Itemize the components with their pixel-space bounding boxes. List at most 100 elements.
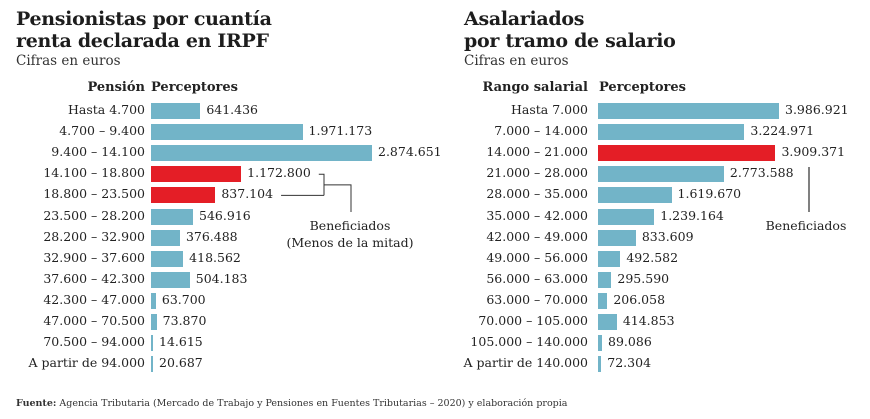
left-category-label: 4.700 – 9.400 <box>59 123 145 139</box>
left-value-label: 73.870 <box>162 313 207 328</box>
right-category-label: A partir de 140.000 <box>463 355 588 371</box>
left-annotation-line-1: Beneficiados <box>309 218 391 233</box>
right-bar <box>598 292 608 309</box>
right-value-label: 1.619.670 <box>677 186 742 202</box>
right-category-label: 35.000 – 42.000 <box>486 207 588 223</box>
left-category-label: 37.600 – 42.300 <box>43 270 145 286</box>
right-category-label: Hasta 7.000 <box>510 102 588 117</box>
right-value-label: 206.058 <box>613 291 666 307</box>
right-value-label: 1.239.164 <box>660 207 724 223</box>
left-category-label: 28.200 – 32.900 <box>43 228 145 244</box>
right-category-label: 7.000 – 14.000 <box>494 123 588 139</box>
left-value-label: 376.488 <box>185 228 238 244</box>
right-category-label: 42.000 – 49.000 <box>486 228 588 244</box>
left-annotation-line-2: (Menos de la mitad) <box>286 235 414 250</box>
left-category-label: 9.400 – 14.100 <box>51 144 145 160</box>
right-annotation-line-1: Beneficiados <box>765 218 847 233</box>
left-category-label: 32.900 – 37.600 <box>43 249 145 265</box>
right-bar <box>598 208 655 225</box>
right-chart-subtitle: Cifras en euros <box>464 53 569 69</box>
right-category-label: 21.000 – 28.000 <box>486 165 588 181</box>
right-annotation: Beneficiados <box>756 217 856 234</box>
right-category-label: 56.000 – 63.000 <box>486 270 588 286</box>
right-value-label: 492.582 <box>626 249 679 265</box>
right-category-label: 14.000 – 21.000 <box>486 144 588 160</box>
right-bar <box>598 187 672 204</box>
right-value-label: 3.986.921 <box>785 102 849 117</box>
right-category-label: 63.000 – 70.000 <box>486 291 588 307</box>
left-bar <box>151 292 156 309</box>
right-value-label: 295.590 <box>617 270 670 286</box>
left-category-label: 42.300 – 47.000 <box>43 291 145 307</box>
right-bar <box>598 124 745 141</box>
left-category-label: Hasta 4.700 <box>67 102 145 117</box>
right-bar <box>598 271 612 288</box>
left-value-label: 20.687 <box>159 355 203 371</box>
right-bar <box>598 335 603 352</box>
right-value-label: 3.224.971 <box>750 123 815 139</box>
left-title-line-2: renta declarada en IRPF <box>16 30 269 52</box>
left-bar <box>151 124 303 141</box>
left-category-label: 23.500 – 28.200 <box>43 207 145 223</box>
right-bar <box>598 229 636 246</box>
left-category-label: 14.100 – 18.800 <box>43 165 145 181</box>
right-bar <box>598 103 779 119</box>
left-value-label: 546.916 <box>199 207 251 223</box>
left-category-label: A partir de 94.000 <box>28 355 145 371</box>
left-value-label: 14.615 <box>159 334 203 350</box>
right-title-line-2: por tramo de salario <box>464 30 676 52</box>
left-category-label: 47.000 – 70.500 <box>43 313 145 328</box>
right-category-label: 28.000 – 35.000 <box>486 186 588 202</box>
left-bar <box>151 250 184 267</box>
right-category-label: 70.000 – 105.000 <box>478 313 588 328</box>
left-bracket-connector <box>324 184 352 212</box>
left-value-label: 2.874.651 <box>378 144 442 160</box>
right-bar <box>598 145 776 162</box>
left-bar <box>151 103 201 119</box>
right-bar <box>598 356 602 373</box>
left-chart-subtitle: Cifras en euros <box>16 53 121 69</box>
right-chart-title: Asalariados por tramo de salario <box>464 8 676 52</box>
left-value-label: 504.183 <box>195 270 248 286</box>
left-value-label: 837.104 <box>221 186 274 202</box>
footer-label: Fuente: <box>16 398 57 409</box>
right-value-label: 833.609 <box>641 228 694 244</box>
right-value-label: 3.909.371 <box>781 144 846 160</box>
footer-source: Fuente: Agencia Tributaria (Mercado de T… <box>16 398 567 409</box>
left-value-label: 418.562 <box>189 249 241 265</box>
left-value-label: 641.436 <box>206 102 259 117</box>
right-value-label: 72.304 <box>607 355 652 371</box>
right-category-label: 49.000 – 56.000 <box>486 249 588 265</box>
footer-text: Agencia Tributaria (Mercado de Trabajo y… <box>56 398 568 409</box>
left-bar <box>151 271 190 288</box>
left-bar <box>151 229 180 246</box>
left-bar <box>151 356 153 373</box>
right-value-label: 2.773.588 <box>729 165 794 181</box>
right-category-header: Rango salarial <box>482 80 588 95</box>
left-bar <box>151 166 242 183</box>
left-value-label: 1.172.800 <box>247 165 311 181</box>
right-value-header: Perceptores <box>599 80 686 95</box>
left-value-label: 1.971.173 <box>308 123 373 139</box>
right-bar <box>598 166 724 183</box>
left-bar <box>151 208 194 225</box>
left-category-label: 18.800 – 23.500 <box>43 186 145 202</box>
left-bar <box>151 314 157 330</box>
left-value-header: Perceptores <box>151 80 238 95</box>
left-title-line-1: Pensionistas por cuantía <box>16 8 272 30</box>
right-category-label: 105.000 – 140.000 <box>470 334 588 350</box>
right-title-line-1: Asalariados <box>464 8 585 30</box>
left-annotation: Beneficiados (Menos de la mitad) <box>280 217 420 251</box>
left-bar <box>151 335 153 352</box>
right-bar <box>598 314 617 330</box>
left-bracket-line-top <box>318 173 325 196</box>
right-value-label: 89.086 <box>608 334 652 350</box>
left-category-header: Pensión <box>87 80 145 95</box>
left-bar <box>151 187 216 204</box>
left-bar <box>151 145 372 162</box>
right-value-label: 414.853 <box>622 313 675 328</box>
left-category-label: 70.500 – 94.000 <box>43 334 145 350</box>
left-chart-title: Pensionistas por cuantía renta declarada… <box>16 8 272 52</box>
left-value-label: 63.700 <box>161 291 206 307</box>
